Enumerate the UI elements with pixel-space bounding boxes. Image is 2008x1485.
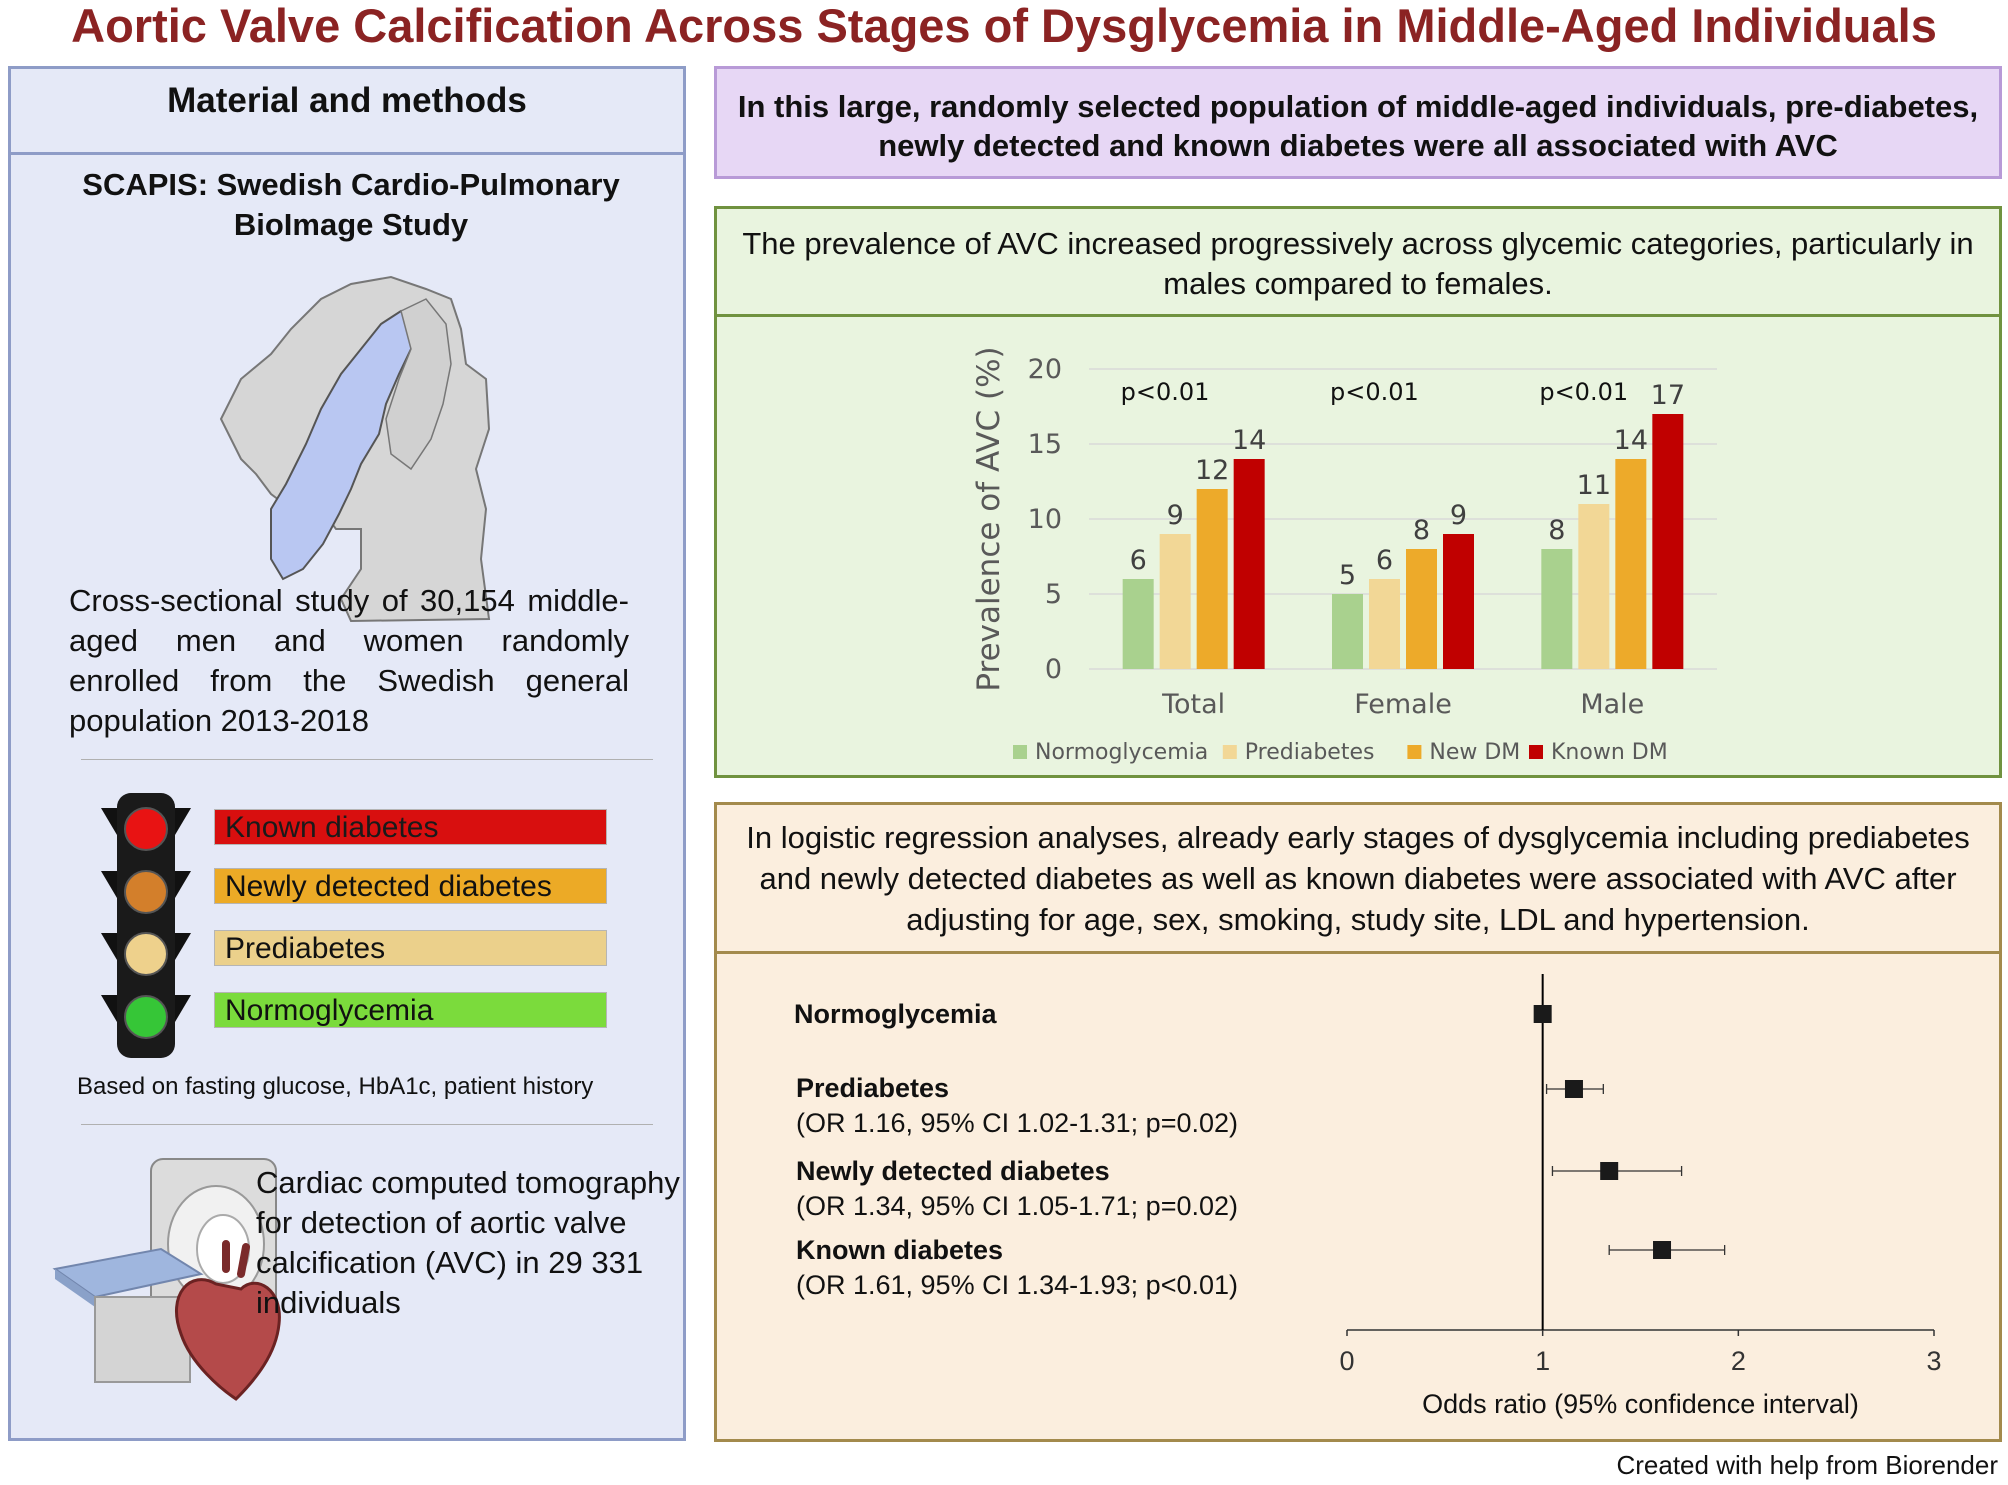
data-label: 8 <box>1548 515 1565 546</box>
p-value-label: p<0.01 <box>1539 378 1628 406</box>
category-newly-detected: Newly detected diabetes <box>214 868 607 904</box>
x-tick-label: 3 <box>1926 1346 1941 1376</box>
bar <box>1406 549 1437 669</box>
y-tick-label: 15 <box>1028 429 1062 460</box>
legend-swatch <box>1013 745 1027 759</box>
x-tick-label: Male <box>1580 689 1644 720</box>
methods-panel: Material and methods SCAPIS: Swedish Car… <box>8 66 686 1441</box>
divider <box>81 759 653 760</box>
x-tick-label: 0 <box>1339 1346 1354 1376</box>
bar <box>1233 459 1265 669</box>
forest-detail-newly-detected: (OR 1.34, 95% CI 1.05-1.71; p=0.02) <box>796 1191 1239 1221</box>
study-description: Cross-sectional study of 30,154 middle-a… <box>69 583 629 738</box>
data-label: 12 <box>1195 455 1229 486</box>
forest-label-prediabetes: Prediabetes <box>796 1073 950 1103</box>
forest-detail-prediabetes: (OR 1.16, 95% CI 1.02-1.31; p=0.02) <box>796 1108 1239 1138</box>
data-label: 14 <box>1232 425 1266 456</box>
forest-label-known-diabetes: Known diabetes <box>796 1235 1004 1265</box>
bar <box>1652 414 1684 669</box>
y-tick-label: 0 <box>1045 654 1062 685</box>
ct-description: Cardiac computed tomography for detectio… <box>256 1165 680 1320</box>
study-name: SCAPIS: Swedish Cardio-Pulmonary BioImag… <box>82 167 620 242</box>
credit-text: Created with help from Biorender <box>1616 1450 1998 1480</box>
methods-header: Material and methods <box>11 69 683 155</box>
y-tick-label: 5 <box>1045 579 1062 610</box>
traffic-light-icon <box>101 793 191 1063</box>
p-value-label: p<0.01 <box>1330 378 1419 406</box>
data-label: 17 <box>1651 380 1685 411</box>
bar <box>1122 579 1154 669</box>
forest-plot: 0 1 2 3 Odds ratio (95% confidence interval) <box>1339 974 1942 1419</box>
data-label: 9 <box>1450 500 1467 531</box>
page-title: Aortic Valve Calcification Across Stages… <box>71 0 1937 52</box>
forest-detail-known-diabetes: (OR 1.61, 95% CI 1.34-1.93; p<0.01) <box>796 1270 1239 1300</box>
data-label: 9 <box>1167 500 1184 531</box>
forest-label-normoglycemia: Normoglycemia <box>794 999 997 1029</box>
or-point <box>1533 1005 1552 1023</box>
x-tick-label: 2 <box>1731 1346 1746 1376</box>
legend-label: Normoglycemia <box>1035 740 1208 765</box>
data-label: 6 <box>1130 545 1147 576</box>
x-tick-label: Total <box>1161 689 1225 720</box>
legend-label: Prediabetes <box>1245 740 1375 765</box>
legend-label: Known DM <box>1551 740 1668 765</box>
legend-label: New DM <box>1429 740 1520 765</box>
data-label: 8 <box>1413 515 1430 546</box>
data-label: 11 <box>1577 470 1611 501</box>
or-point <box>1653 1241 1672 1259</box>
data-label: 6 <box>1376 545 1393 576</box>
bar <box>1541 549 1573 669</box>
divider <box>81 1124 653 1125</box>
y-tick-label: 10 <box>1028 504 1062 535</box>
prevalence-header: The prevalence of AVC increased progress… <box>717 209 1999 317</box>
legend-swatch <box>1529 745 1543 759</box>
data-label: 14 <box>1614 425 1648 456</box>
bar <box>1332 594 1363 669</box>
x-tick-label: Female <box>1354 689 1452 720</box>
forest-label-newly-detected: Newly detected diabetes <box>796 1156 1110 1186</box>
category-known-diabetes: Known diabetes <box>214 809 607 845</box>
regression-header: In logistic regression analyses, already… <box>717 805 1999 954</box>
regression-panel: In logistic regression analyses, already… <box>714 802 2002 1442</box>
bar <box>1578 504 1610 669</box>
based-on-note: Based on fasting glucose, HbA1c, patient… <box>77 1073 594 1100</box>
or-point <box>1600 1162 1619 1180</box>
data-label: 5 <box>1339 560 1356 591</box>
category-normoglycemia: Normoglycemia <box>214 992 607 1028</box>
bar <box>1615 459 1647 669</box>
category-prediabetes: Prediabetes <box>214 930 607 966</box>
y-tick-label: 20 <box>1028 354 1062 385</box>
p-value-label: p<0.01 <box>1121 378 1210 406</box>
prevalence-panel: The prevalence of AVC increased progress… <box>714 206 2002 778</box>
or-point <box>1564 1080 1583 1098</box>
legend-swatch <box>1222 745 1237 759</box>
x-tick-label: 1 <box>1535 1346 1550 1376</box>
bar <box>1196 489 1228 669</box>
sweden-map-icon <box>219 275 491 623</box>
bar <box>1443 534 1474 669</box>
legend-swatch <box>1407 745 1422 759</box>
ct-scanner-icon <box>52 1158 281 1401</box>
conclusion-box: In this large, randomly selected populat… <box>714 66 2002 179</box>
bar <box>1369 579 1400 669</box>
x-axis-label: Odds ratio (95% confidence interval) <box>1422 1389 1859 1419</box>
y-axis-label: Prevalence of AVC (%) <box>971 346 1007 691</box>
bar <box>1159 534 1191 669</box>
